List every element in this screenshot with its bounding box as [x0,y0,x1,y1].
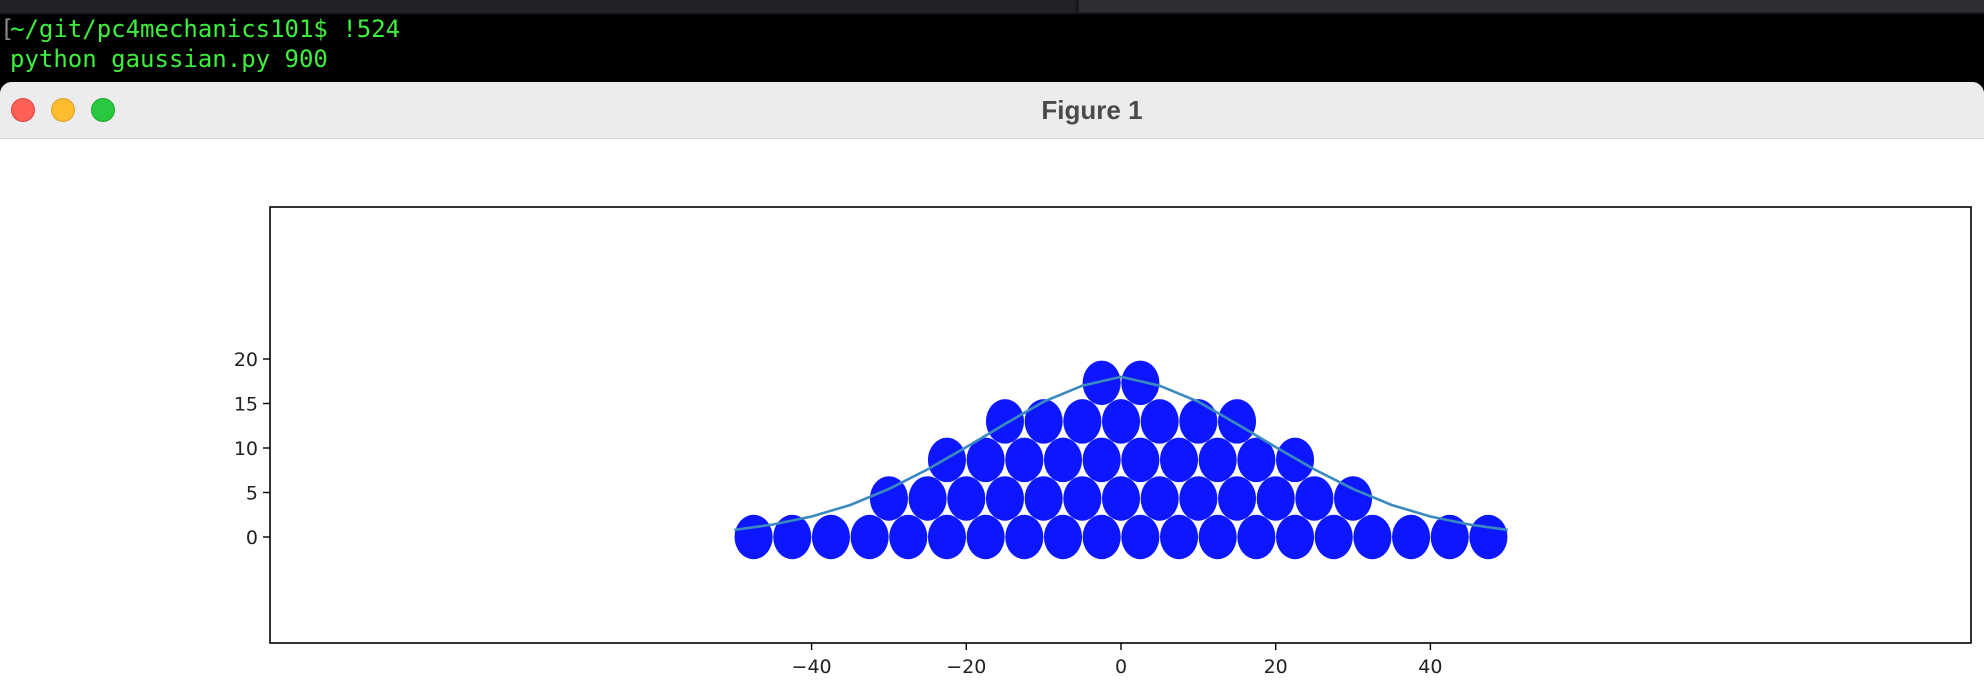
circle-marker [1101,476,1141,521]
circle-marker [1334,476,1373,521]
circle-marker [1159,514,1199,560]
circle-marker [1101,399,1141,444]
circle-marker [889,514,928,560]
circle-marker [734,514,773,560]
top-strip [0,0,1984,14]
circle-marker [1392,514,1431,560]
terminal-line-2: python gaussian.py 900 [10,45,328,73]
x-tick-label: −40 [792,656,832,678]
circle-marker [773,514,812,560]
circle-marker [1469,514,1508,560]
circle-marker [1063,476,1102,521]
circle-marker [1082,437,1121,483]
circles-group [734,360,1508,560]
minimize-button[interactable] [51,98,75,122]
circle-marker [1179,399,1218,444]
circle-marker [1005,514,1044,560]
terminal-bracket: [ [0,15,15,43]
circle-marker [1217,399,1257,444]
circle-marker [1140,399,1179,444]
tab-strip-left [0,0,1075,12]
circle-marker [985,476,1025,521]
circle-marker [1198,514,1237,560]
circle-marker [869,476,908,521]
circle-marker [1043,437,1083,483]
circle-marker [1314,514,1353,560]
y-tick-label: 10 [234,438,258,460]
circle-marker [985,399,1025,444]
y-tick-label: 5 [246,483,258,505]
close-button[interactable] [11,98,35,122]
tab-strip-right [1079,0,1984,12]
circle-marker [1024,476,1063,521]
circle-marker [1217,476,1257,521]
y-ticks: 0 5 10 15 20 [234,349,270,549]
gaussian-curve [734,375,1508,532]
circle-marker [1237,514,1276,560]
y-tick-label: 0 [246,527,258,549]
circle-marker [1275,437,1315,483]
x-tick-label: 0 [1115,656,1127,678]
y-tick-label: 15 [234,394,258,416]
circle-marker [927,514,967,560]
circle-marker [966,514,1005,560]
chart: −40 −20 0 20 40 0 5 10 15 20 [234,206,1972,678]
circle-marker [1430,514,1469,560]
window-title: Figure 1 [1041,95,1143,125]
circle-marker [1179,476,1218,521]
window-titlebar[interactable]: Figure 1 [0,82,1984,139]
circle-marker [1005,437,1044,483]
circle-marker [947,476,986,521]
circle-marker [927,437,967,483]
circle-marker [966,437,1005,483]
x-tick-label: 20 [1264,656,1288,678]
plot-area: −40 −20 0 20 40 0 5 10 15 20 [0,139,1984,694]
circle-marker [1024,399,1063,444]
circle-marker [1082,514,1121,560]
circle-marker [850,514,889,560]
circle-marker [1237,437,1276,483]
circle-marker [1121,514,1160,560]
terminal[interactable]: [ ~/git/pc4mechanics101$ !524 python gau… [0,14,1984,84]
y-tick-label: 20 [234,349,258,371]
circle-marker [1043,514,1083,560]
terminal-line-1: ~/git/pc4mechanics101$ !524 [10,15,401,43]
circle-marker [1275,514,1315,560]
circle-marker [1159,437,1199,483]
x-tick-label: 40 [1418,656,1442,678]
circle-marker [1295,476,1334,521]
circle-marker [1121,360,1160,406]
circle-marker [1353,514,1392,560]
circle-marker [1198,437,1237,483]
circle-marker [811,514,850,560]
zoom-button[interactable] [91,98,115,122]
circle-marker [1256,476,1295,521]
circle-marker [908,476,947,521]
x-tick-label: −20 [946,656,986,678]
circle-marker [1063,399,1102,444]
circle-marker [1140,476,1179,521]
circle-marker [1082,360,1121,406]
x-ticks: −40 −20 0 20 40 [792,643,1442,678]
circle-marker [1121,437,1160,483]
figure-window: Figure 1 −40 −20 0 20 40 0 5 10 15 20 [0,82,1984,694]
